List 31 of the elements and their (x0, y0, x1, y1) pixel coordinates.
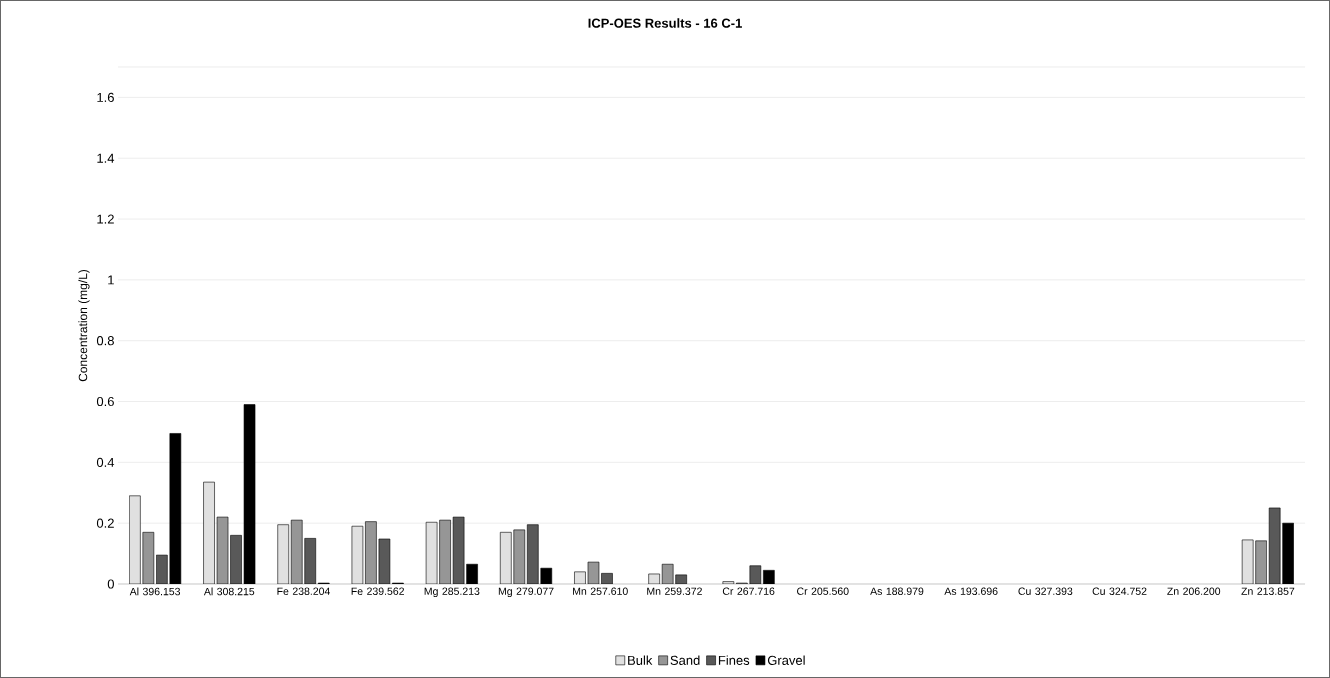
x-tick-label: Zn 213.857 (1241, 587, 1295, 595)
chart-title: ICP-OES Results - 16 C-1 (588, 18, 742, 28)
x-tick-label: Mn 257.610 (573, 587, 628, 595)
legend-label: Fines (718, 655, 750, 665)
x-tick-label: Cu 327.393 (1018, 587, 1073, 595)
x-tick-label: Fe 239.562 (351, 587, 404, 595)
x-tick-label: As 193.696 (944, 587, 998, 595)
x-tick-label: Mg 285.213 (424, 587, 480, 598)
y-tick-label: 1 (108, 275, 114, 285)
y-tick-label: 1.2 (97, 214, 114, 224)
x-tick-label: Fe 238.204 (277, 587, 331, 595)
x-tick-label: Mg 279.077 (498, 587, 554, 598)
legend-label: Bulk (628, 655, 653, 665)
y-tick-label: 0 (107, 579, 114, 589)
x-tick-label: Cr 205.560 (797, 587, 849, 595)
x-tick-label: Zn 206.200 (1167, 587, 1221, 595)
x-tick-label: As 188.979 (870, 587, 924, 595)
x-tick-label: Mn 259.372 (647, 587, 702, 595)
y-axis-title: Concentration (mg/L) (78, 269, 90, 382)
y-tick-label: 0.6 (96, 396, 114, 407)
y-tick-label: 1.6 (97, 92, 114, 102)
legend-label: Gravel (767, 655, 805, 665)
y-tick-label: 1.4 (97, 153, 115, 163)
x-tick-label: Al 396.153 (129, 587, 181, 596)
y-tick-label: 0.4 (96, 457, 115, 467)
y-tick-label: 0.2 (96, 518, 114, 528)
legend-label: Sand (670, 655, 700, 665)
x-tick-label: Al 308.215 (203, 587, 255, 596)
x-tick-label: Cr 267.716 (722, 587, 775, 595)
y-tick-label: 0.8 (96, 336, 114, 346)
x-tick-label: Cu 324.752 (1092, 587, 1147, 595)
